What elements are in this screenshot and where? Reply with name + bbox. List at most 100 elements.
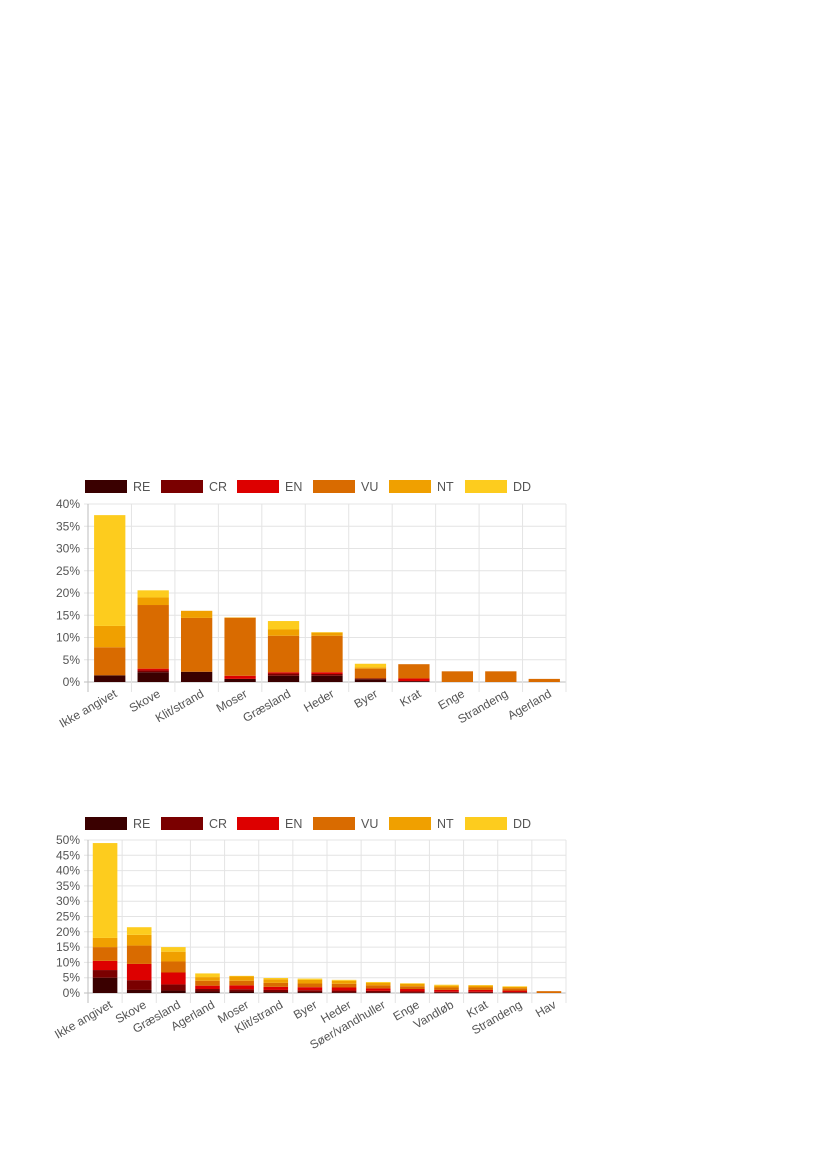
- y-tick-label: 45%: [56, 848, 80, 862]
- legend-swatch-nt: [389, 480, 431, 493]
- x-tick-label-byer: Byer: [352, 686, 380, 710]
- legend-label-dd: DD: [513, 817, 531, 831]
- bar-segment-skove-dd: [126, 927, 152, 935]
- bar-segment-heder-cr: [311, 673, 343, 676]
- bar-segment-heder-re: [331, 992, 357, 993]
- bar-segment-moser-cr: [229, 989, 254, 992]
- bar-segment-vandloeb-vu: [434, 987, 459, 990]
- legend: RE CR EN VU NT DD: [85, 480, 531, 494]
- y-tick-label: 0%: [63, 986, 81, 1000]
- bar-segment-klit-strand-nt: [180, 610, 213, 618]
- bar-segment-krat-vu: [398, 664, 430, 679]
- bar-segment-krat-vu: [468, 987, 493, 990]
- bar-segment-enge-re: [400, 992, 425, 994]
- x-tick-label-byer: Byer: [291, 997, 319, 1021]
- bar-segment-moser-en: [224, 675, 256, 679]
- y-tick-label: 50%: [56, 833, 80, 847]
- legend-swatch-en: [237, 817, 279, 830]
- y-tick-label: 5%: [63, 971, 81, 985]
- y-tick-label: 5%: [63, 653, 81, 667]
- bar-segment-graesland-dd: [267, 621, 300, 630]
- bar-segment-graesland-nt: [267, 629, 300, 636]
- bar-segment-klit-strand-re: [180, 671, 213, 682]
- bar-segment-soeer-vandhuller-dd: [365, 981, 391, 983]
- bars: [94, 515, 560, 682]
- x-tick-label-krat: Krat: [397, 686, 424, 709]
- legend-swatch-vu: [313, 480, 355, 493]
- bar-segment-soeer-vandhuller-en: [365, 988, 391, 991]
- bar-segment-agerland-re: [195, 991, 220, 993]
- y-tick-label: 25%: [56, 564, 80, 578]
- y-tick-label: 20%: [56, 586, 80, 600]
- bar-segment-byer-dd: [354, 663, 387, 668]
- legend-swatch-vu: [313, 817, 355, 830]
- legend-swatch-en: [237, 480, 279, 493]
- bar-segment-agerland-vu: [195, 980, 220, 986]
- legend-label-cr: CR: [209, 480, 227, 494]
- bars: [92, 843, 562, 994]
- bar-segment-ikke-angivet-vu: [94, 647, 126, 676]
- bar-segment-soeer-vandhuller-vu: [365, 985, 391, 989]
- y-tick-label: 25%: [56, 910, 80, 924]
- bar-segment-vandloeb-cr: [434, 991, 459, 993]
- y-gridlines: 0%5% 10%15%20%25% 30%35%40% 45%50%: [56, 833, 567, 1003]
- bar-segment-heder-re: [311, 675, 343, 682]
- bar-segment-graesland-dd: [161, 947, 186, 952]
- legend-label-re: RE: [133, 817, 150, 831]
- bar-segment-klit-strand-re: [263, 992, 289, 993]
- bar-segment-byer-nt: [354, 667, 387, 669]
- bar-segment-moser-re: [224, 678, 256, 682]
- y-tick-label: 35%: [56, 519, 80, 533]
- bar-segment-skove-cr: [126, 980, 152, 990]
- bar-segment-graesland-vu: [161, 961, 186, 973]
- bar-segment-moser-vu: [229, 980, 254, 986]
- bar-segment-vandloeb-re: [434, 992, 459, 994]
- chart-habitat-bottom: RE CR EN VU NT DD 0% 5% 10% 15% 20% 25% 30% 35% 40% 45%…: [0, 808, 826, 1088]
- bar-segment-byer-re: [354, 679, 387, 682]
- bar-segment-heder-vu: [311, 635, 343, 673]
- bar-segment-strandeng-en: [502, 990, 528, 993]
- bar-segment-hav-vu: [536, 991, 562, 993]
- x-tick-label-strandeng: Strandeng: [455, 686, 510, 726]
- bar-segment-agerland-dd: [195, 973, 220, 978]
- bar-segment-strandeng-dd: [502, 986, 528, 987]
- x-tick-label-enge: Enge: [436, 686, 468, 712]
- legend-swatch-re: [85, 480, 127, 493]
- bar-segment-strandeng-vu: [485, 671, 517, 682]
- bar-segment-byer-vu: [297, 983, 323, 988]
- bar-segment-heder-cr: [331, 990, 357, 993]
- x-tick-labels: Ikke angivetSkoveGræslandAgerlandMoserKl…: [52, 997, 558, 1052]
- y-tick-label: 10%: [56, 955, 80, 969]
- bar-segment-enge-nt: [400, 983, 425, 987]
- y-tick-label: 0%: [63, 675, 81, 689]
- bar-segment-strandeng-nt: [502, 986, 528, 989]
- bar-segment-moser-nt: [229, 976, 254, 981]
- legend-swatch-dd: [465, 817, 507, 830]
- legend-label-dd: DD: [513, 480, 531, 494]
- bar-segment-byer-re: [297, 992, 323, 993]
- bar-segment-heder-en: [311, 672, 343, 674]
- chart-1-svg: RE CR EN VU NT DD 0% 5% 10% 15% 20% 25% 30% 35% 40% Ikk…: [56, 480, 567, 731]
- bar-segment-vandloeb-en: [434, 989, 459, 992]
- bar-segment-krat-re: [468, 992, 493, 994]
- bar-segment-heder-en: [331, 987, 357, 991]
- bar-segment-byer-dd: [297, 978, 323, 980]
- bar-segment-skove-en: [126, 963, 152, 981]
- legend-swatch-cr: [161, 480, 203, 493]
- bar-segment-skove-dd: [137, 590, 169, 598]
- y-tick-label: 40%: [56, 864, 80, 878]
- bar-segment-ikke-angivet-dd: [94, 515, 126, 626]
- bar-segment-heder-nt: [311, 632, 343, 636]
- bar-segment-vandloeb-dd: [434, 984, 459, 986]
- bar-segment-enge-en: [400, 989, 425, 992]
- bar-segment-soeer-vandhuller-cr: [365, 990, 391, 993]
- chart-2-svg: RE CR EN VU NT DD 0%5% 10%15%20%25% 30%35%40% 45%…: [52, 817, 567, 1052]
- bar-segment-krat-en: [468, 989, 493, 992]
- bar-segment-klit-strand-cr: [263, 989, 289, 993]
- bar-segment-skove-nt: [126, 934, 152, 946]
- legend-label-en: EN: [285, 817, 302, 831]
- bar-segment-graesland-nt: [161, 951, 186, 962]
- bar-segment-graesland-en: [267, 672, 300, 674]
- x-tick-label-hav: Hav: [533, 997, 558, 1020]
- y-tick-label: 40%: [56, 497, 80, 511]
